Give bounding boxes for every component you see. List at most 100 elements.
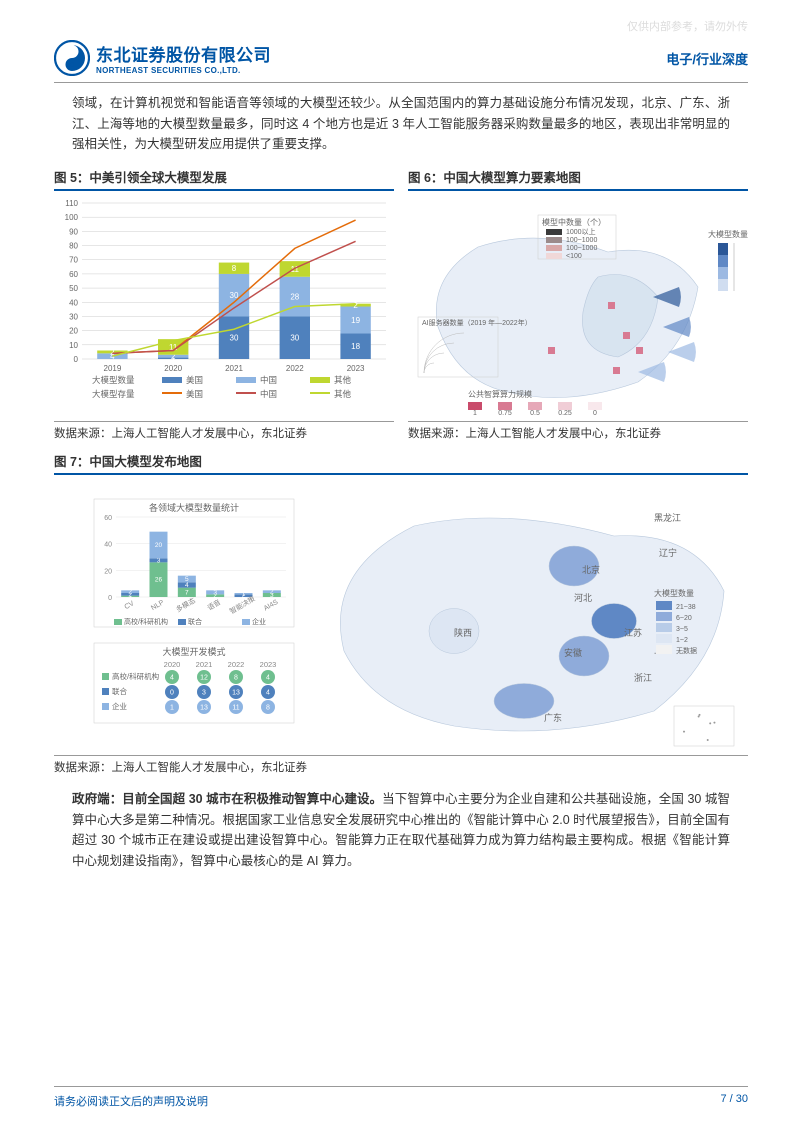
svg-text:30: 30 [69, 312, 78, 321]
svg-text:40: 40 [104, 542, 112, 549]
svg-text:辽宁: 辽宁 [659, 547, 677, 558]
svg-text:90: 90 [69, 227, 78, 236]
svg-text:1: 1 [242, 591, 246, 598]
doc-category: 电子/行业深度 [666, 49, 748, 68]
svg-text:美国: 美国 [186, 389, 203, 399]
svg-text:3~5: 3~5 [676, 626, 688, 633]
svg-text:8: 8 [266, 704, 270, 711]
svg-text:8: 8 [232, 264, 237, 273]
figure-7: 图 7：中国大模型发布地图 黑龙江辽宁北京河北陕西安徽江苏上海浙江广东大模型数量… [54, 451, 748, 775]
svg-text:中国: 中国 [260, 389, 277, 399]
svg-text:黑龙江: 黑龙江 [654, 512, 681, 523]
svg-text:6~20: 6~20 [676, 615, 692, 622]
figure-7-content: 黑龙江辽宁北京河北陕西安徽江苏上海浙江广东大模型数量21~386~203~51~… [54, 481, 748, 751]
svg-text:13: 13 [200, 704, 208, 711]
figure-6-title: 图 6：中国大模型算力要素地图 [408, 167, 748, 191]
svg-text:0: 0 [74, 355, 79, 364]
figure-7-title: 图 7：中国大模型发布地图 [54, 451, 748, 475]
svg-text:100: 100 [65, 213, 79, 222]
svg-text:中国: 中国 [260, 375, 277, 385]
svg-text:北京: 北京 [582, 564, 600, 575]
svg-text:8: 8 [234, 674, 238, 681]
svg-text:30: 30 [290, 334, 299, 343]
svg-text:2020: 2020 [164, 660, 181, 669]
svg-text:0: 0 [108, 595, 112, 602]
watermark: 仅供内部参考，请勿外传 [627, 18, 748, 34]
company-name-cn: 东北证券股份有限公司 [96, 41, 271, 66]
svg-text:3: 3 [157, 557, 161, 564]
svg-text:7: 7 [185, 589, 189, 596]
svg-text:21~38: 21~38 [676, 604, 696, 611]
svg-text:2023: 2023 [347, 364, 365, 373]
svg-text:26: 26 [155, 577, 163, 584]
svg-text:4: 4 [170, 674, 174, 681]
intro-paragraph: 领域，在计算机视觉和智能语音等领域的大模型还较少。从全国范围内的算力基础设施分布… [72, 93, 730, 155]
figure-5-chart: 0102030405060708090100110422019121120203… [54, 197, 394, 417]
figure-5-title: 图 5：中美引领全球大模型发展 [54, 167, 394, 191]
company-name-en: NORTHEAST SECURITIES CO.,LTD. [96, 66, 271, 75]
svg-text:企业: 企业 [252, 617, 266, 626]
svg-text:联合: 联合 [112, 686, 127, 696]
svg-text:50: 50 [69, 284, 78, 293]
gov-paragraph: 政府端：目前全国超 30 城市在积极推动智算中心建设。当下智算中心主要分为企业自… [72, 789, 730, 872]
svg-text:20: 20 [104, 568, 112, 575]
svg-text:2: 2 [270, 589, 274, 596]
svg-text:110: 110 [65, 199, 78, 208]
svg-text:模型中数量（个）: 模型中数量（个） [542, 217, 606, 227]
svg-text:大模型开发模式: 大模型开发模式 [162, 646, 225, 657]
svg-text:大模型存量: 大模型存量 [92, 389, 135, 399]
svg-text:3: 3 [202, 689, 206, 696]
svg-text:100~1000: 100~1000 [566, 245, 597, 252]
svg-text:20: 20 [69, 327, 78, 336]
figure-6-source: 数据来源：上海人工智能人才发展中心，东北证券 [408, 421, 748, 441]
svg-text:10: 10 [69, 341, 78, 350]
svg-text:大模型数量: 大模型数量 [708, 229, 748, 239]
footer-page: 7 / 30 [720, 1093, 748, 1109]
svg-text:2020: 2020 [164, 364, 182, 373]
footer-disclaimer: 请务必阅读正文后的声明及说明 [54, 1093, 208, 1109]
svg-text:4: 4 [266, 674, 270, 681]
svg-text:联合: 联合 [188, 617, 202, 626]
figure-5: 图 5：中美引领全球大模型发展 010203040506070809010011… [54, 167, 394, 441]
svg-text:13: 13 [232, 689, 240, 696]
svg-text:28: 28 [290, 292, 299, 301]
svg-text:<100: <100 [566, 253, 582, 260]
page-header: 东北证券股份有限公司 NORTHEAST SECURITIES CO.,LTD.… [54, 40, 748, 83]
svg-text:高校/科研机构: 高校/科研机构 [112, 671, 160, 681]
svg-text:4: 4 [185, 582, 189, 589]
svg-text:大模型数量: 大模型数量 [654, 588, 694, 598]
gov-para-lead: 政府端：目前全国超 30 城市在积极推动智算中心建设。 [72, 792, 382, 806]
svg-text:广东: 广东 [544, 712, 562, 723]
svg-text:60: 60 [104, 515, 112, 522]
svg-text:4: 4 [266, 689, 270, 696]
svg-text:19: 19 [351, 316, 360, 325]
svg-text:3: 3 [213, 589, 217, 596]
svg-text:企业: 企业 [112, 701, 127, 711]
page-footer: 请务必阅读正文后的声明及说明 7 / 30 [54, 1086, 748, 1109]
svg-text:大模型数量: 大模型数量 [92, 375, 135, 385]
svg-text:其他: 其他 [334, 375, 352, 385]
svg-text:60: 60 [69, 270, 78, 279]
svg-text:江苏: 江苏 [624, 627, 642, 638]
svg-text:20: 20 [155, 542, 163, 549]
svg-text:2: 2 [128, 589, 132, 596]
svg-text:40: 40 [69, 298, 78, 307]
svg-text:1: 1 [473, 410, 477, 417]
svg-text:0.5: 0.5 [530, 410, 540, 417]
svg-text:河北: 河北 [574, 592, 592, 603]
svg-text:2023: 2023 [260, 660, 277, 669]
svg-text:2021: 2021 [196, 660, 213, 669]
svg-text:陕西: 陕西 [454, 627, 472, 638]
figure-row-5-6: 图 5：中美引领全球大模型发展 010203040506070809010011… [54, 167, 748, 441]
svg-text:1~2: 1~2 [676, 637, 688, 644]
svg-text:2019: 2019 [104, 364, 122, 373]
figure-7-source: 数据来源：上海人工智能人才发展中心，东北证券 [54, 755, 748, 775]
svg-text:2: 2 [353, 301, 358, 310]
svg-text:高校/科研机构: 高校/科研机构 [124, 617, 168, 626]
svg-text:2021: 2021 [225, 364, 243, 373]
svg-text:2022: 2022 [286, 364, 304, 373]
figure-5-source: 数据来源：上海人工智能人才发展中心，东北证券 [54, 421, 394, 441]
logo-group: 东北证券股份有限公司 NORTHEAST SECURITIES CO.,LTD. [54, 40, 271, 76]
svg-text:12: 12 [200, 674, 208, 681]
svg-text:安徽: 安徽 [564, 647, 582, 658]
